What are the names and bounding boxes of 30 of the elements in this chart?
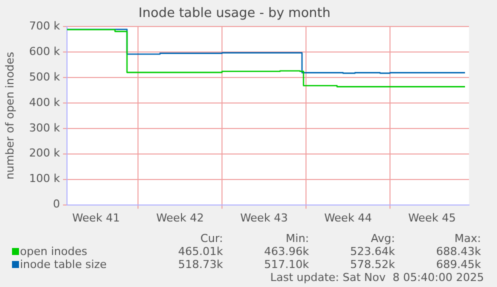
legend-label: inode table size [20,258,107,271]
y-tick-label: 600 k [29,44,61,58]
text: 523.64k [349,245,395,258]
text: Avg: [370,232,395,245]
y-tick-label: 400 k [29,96,61,109]
x-tick-label: Week 42 [156,211,204,224]
text: Last update: Sat Nov 8 05:40:00 2025 [269,271,484,284]
x-tick-label: Week 44 [324,211,372,224]
chart-title: Inode table usage - by month [138,6,330,22]
y-tick-label: 0 [53,198,60,211]
y-tick-label: 500 k [29,70,61,84]
y-tick-label: 100 k [29,172,61,186]
text: 463.96k [263,245,309,258]
text: Max: [454,232,481,245]
y-tick-label: 200 k [29,146,61,160]
y-axis-title: number of open inodes [3,52,16,180]
text: Cur: [199,232,223,245]
x-tick-label: Week 43 [240,211,288,224]
text: 578.52k [349,258,395,271]
x-tick-label: Week 45 [408,211,456,224]
text: 517.10k [263,258,309,271]
legend-label: open inodes [20,245,88,258]
y-tick-label: 300 k [29,121,61,134]
text: 518.73k [177,258,223,271]
y-tick-label: 700 k [29,19,61,32]
text: 688.43k [435,245,481,258]
x-tick-label: Week 41 [72,211,120,224]
text: Min: [284,232,309,245]
text: 465.01k [177,245,223,258]
text: 689.45k [435,258,481,271]
